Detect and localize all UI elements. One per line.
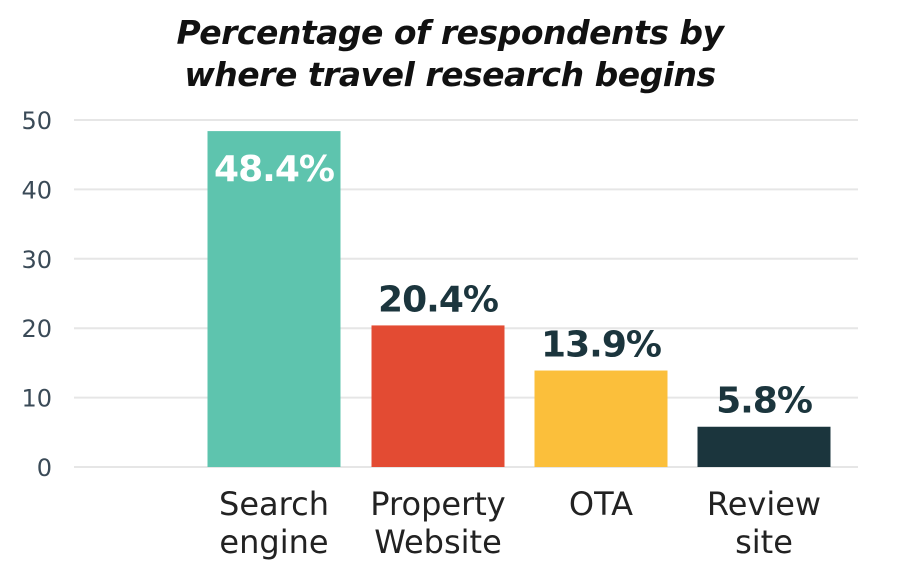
y-tick-label: 40 bbox=[21, 176, 52, 204]
bars bbox=[207, 131, 831, 467]
chart-title: Percentage of respondents by where trave… bbox=[0, 12, 900, 96]
data-label-1: 20.4% bbox=[378, 279, 498, 320]
bar-3 bbox=[697, 426, 831, 467]
y-tick-label: 0 bbox=[37, 454, 52, 482]
data-label-2: 13.9% bbox=[541, 325, 661, 366]
bar-2 bbox=[534, 370, 668, 467]
data-label-3: 5.8% bbox=[716, 381, 812, 422]
category-label-3-line-1: site bbox=[735, 523, 793, 561]
data-label-0: 48.4% bbox=[214, 149, 334, 190]
category-label-2-line-0: OTA bbox=[569, 485, 633, 523]
category-label-0-line-0: Search bbox=[219, 485, 329, 523]
category-label-1-line-0: Property bbox=[370, 485, 505, 523]
data-labels: 48.4% 20.4% 13.9% 5.8% bbox=[214, 149, 813, 422]
y-axis-ticks: 0 10 20 30 40 50 bbox=[21, 107, 52, 482]
chart-title-line-1: Percentage of respondents by bbox=[176, 13, 724, 52]
category-label-0-line-1: engine bbox=[219, 523, 328, 561]
y-tick-label: 20 bbox=[21, 315, 52, 343]
y-tick-label: 10 bbox=[21, 385, 52, 413]
chart-title-line-2: where travel research begins bbox=[184, 55, 716, 94]
category-label-1-line-1: Website bbox=[374, 523, 502, 561]
y-tick-label: 30 bbox=[21, 246, 52, 274]
y-tick-label: 50 bbox=[21, 107, 52, 135]
category-label-3-line-0: Review bbox=[707, 485, 821, 523]
bar-1 bbox=[371, 325, 505, 467]
bar-0 bbox=[207, 131, 341, 467]
